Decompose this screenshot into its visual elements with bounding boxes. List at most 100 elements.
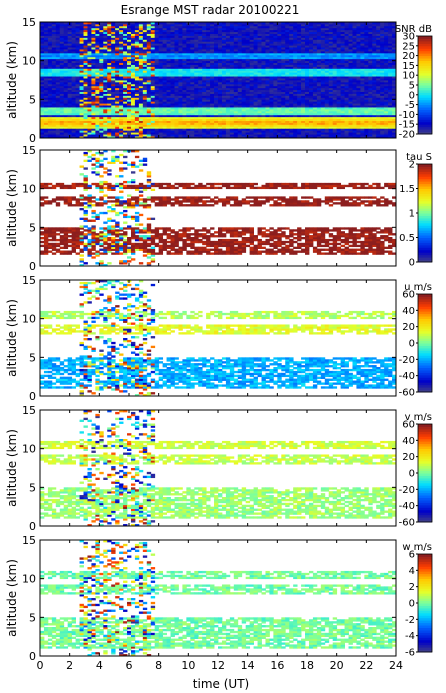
data-cell [51,110,57,114]
data-cell [150,120,156,123]
data-cell [233,85,239,89]
data-cell [328,116,334,120]
data-cell [123,136,128,139]
data-cell [154,62,160,65]
data-cell [154,72,160,75]
data-cell [289,31,294,34]
data-cell [261,37,266,40]
data-cell [364,103,369,106]
data-cell [91,85,96,89]
data-cell [285,130,290,133]
data-cell [225,23,231,27]
data-cell [229,124,235,127]
data-cell [356,60,361,63]
data-cell [150,64,156,67]
data-cell [277,91,282,94]
data-cell [182,89,187,92]
data-cell [360,43,365,46]
data-cell [245,83,251,87]
data-cell [63,95,69,98]
data-cell [55,128,61,131]
data-cell [47,35,53,38]
data-cell [170,23,175,27]
data-cell [308,60,314,63]
data-cell [308,95,314,98]
data-cell [293,43,298,46]
data-cell [218,52,223,56]
data-cell [214,120,219,123]
data-cell [206,95,211,98]
data-cell [352,78,357,81]
data-cell [59,52,65,56]
data-cell [40,56,45,60]
data-cell [75,51,80,54]
data-cell [71,68,76,71]
data-cell [210,72,215,75]
data-cell [229,56,235,60]
data-cell [301,22,306,25]
data-cell [293,31,298,34]
data-cell [95,23,100,27]
data-cell [87,132,92,135]
data-cell [237,80,243,83]
data-cell [130,64,136,67]
data-cell [107,54,112,58]
data-cell [352,54,357,58]
data-cell [142,64,148,67]
data-cell [206,58,211,62]
data-cell [352,74,357,77]
data-cell [174,22,179,25]
data-cell [221,122,227,125]
data-cell [146,95,152,98]
data-cell [360,49,365,52]
data-cell [261,31,266,34]
data-cell [225,72,231,75]
data-cell [229,68,235,71]
data-cell [277,118,282,121]
data-cell [293,124,298,127]
data-cell [146,23,152,27]
data-cell [257,33,262,36]
data-cell [71,76,76,79]
data-cell [285,89,290,92]
data-cell [190,122,195,125]
data-cell [257,64,262,67]
data-cell [178,118,183,121]
data-cell [95,43,100,46]
data-cell [83,130,88,133]
data-cell [107,66,112,69]
data-cell [198,62,203,65]
data-cell [182,91,187,94]
data-cell [218,81,223,85]
data-cell [225,58,231,62]
data-cell [146,89,152,92]
data-cell [115,52,120,56]
data-cell [301,72,306,75]
data-cell [332,99,338,102]
data-cell [320,126,326,129]
data-cell [360,72,365,75]
data-cell [115,91,120,94]
data-cell [75,132,80,135]
data-cell [59,29,65,33]
data-cell [67,45,73,48]
data-cell [202,105,207,108]
data-cell [194,29,199,33]
data-cell [301,78,306,81]
data-cell [75,103,80,106]
data-cell [356,76,361,79]
data-cell [115,56,120,60]
data-cell [233,136,239,139]
data-cell [134,51,140,54]
data-cell [257,49,262,52]
data-cell [257,126,262,129]
data-cell [103,39,108,42]
data-cell [91,66,96,69]
data-cell [150,132,156,135]
data-cell [210,126,215,129]
data-cell [218,64,223,67]
data-cell [198,39,203,42]
data-cell [210,23,215,27]
data-cell [182,23,187,27]
data-cell [79,39,84,42]
